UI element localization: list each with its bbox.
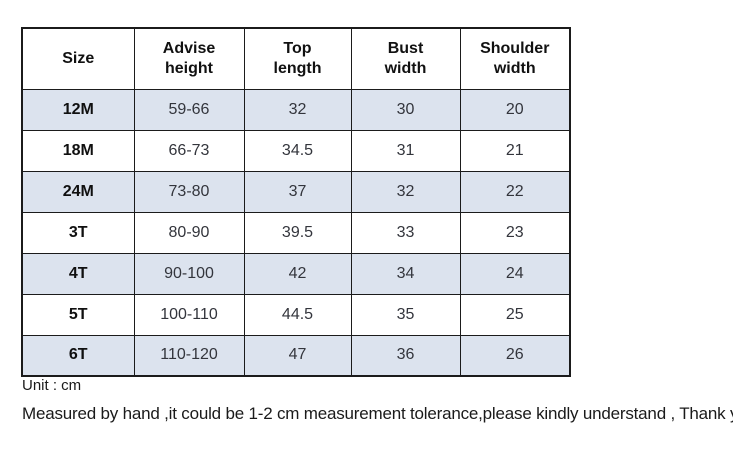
- top-length-value: 32: [243, 88, 352, 131]
- unit-label: Unit : cm: [22, 377, 82, 394]
- table-row: 4T 90-100 42 34 24: [21, 252, 571, 295]
- size-value: 3T: [21, 211, 135, 254]
- shoulder-width-value: 26: [459, 334, 571, 377]
- bust-width-value: 34: [350, 252, 461, 295]
- table-row: 24M 73-80 37 32 22: [21, 170, 571, 213]
- shoulder-width-value: 20: [459, 88, 571, 131]
- advise-height-value: 80-90: [133, 211, 245, 254]
- shoulder-width-value: 25: [459, 293, 571, 336]
- table-row: 18M 66-73 34.5 31 21: [21, 129, 571, 172]
- column-header-size: Size: [21, 27, 135, 90]
- column-header-top-length: Top length: [243, 27, 352, 90]
- advise-height-value: 59-66: [133, 88, 245, 131]
- shoulder-width-value: 21: [459, 129, 571, 172]
- shoulder-width-value: 22: [459, 170, 571, 213]
- advise-height-value: 66-73: [133, 129, 245, 172]
- top-length-value: 37: [243, 170, 352, 213]
- advise-height-value: 110-120: [133, 334, 245, 377]
- top-length-value: 47: [243, 334, 352, 377]
- tolerance-note: Measured by hand ,it could be 1-2 cm mea…: [22, 404, 733, 423]
- column-header-shoulder-width-label: Shoulder width: [480, 39, 550, 77]
- bust-width-value: 32: [350, 170, 461, 213]
- size-value: 12M: [21, 88, 135, 131]
- column-header-bust-width-label: Bust width: [384, 39, 427, 77]
- size-value: 18M: [21, 129, 135, 172]
- size-value: 24M: [21, 170, 135, 213]
- advise-height-value: 73-80: [133, 170, 245, 213]
- size-chart-table: Size Advise height Top length Bust width…: [21, 27, 571, 377]
- bust-width-value: 35: [350, 293, 461, 336]
- top-length-value: 44.5: [243, 293, 352, 336]
- size-value: 4T: [21, 252, 135, 295]
- shoulder-width-value: 24: [459, 252, 571, 295]
- column-header-bust-width: Bust width: [350, 27, 461, 90]
- bust-width-value: 30: [350, 88, 461, 131]
- size-value: 5T: [21, 293, 135, 336]
- size-value: 6T: [21, 334, 135, 377]
- table-row: 12M 59-66 32 30 20: [21, 88, 571, 131]
- bust-width-value: 33: [350, 211, 461, 254]
- table-row: 5T 100-110 44.5 35 25: [21, 293, 571, 336]
- column-header-size-label: Size: [62, 49, 95, 67]
- advise-height-value: 90-100: [133, 252, 245, 295]
- advise-height-value: 100-110: [133, 293, 245, 336]
- column-header-advise-height: Advise height: [133, 27, 245, 90]
- column-header-shoulder-width: Shoulder width: [459, 27, 571, 90]
- header-row: Size Advise height Top length Bust width…: [21, 27, 571, 90]
- bust-width-value: 31: [350, 129, 461, 172]
- top-length-value: 34.5: [243, 129, 352, 172]
- column-header-top-length-label: Top length: [273, 39, 322, 77]
- column-header-advise-height-label: Advise height: [162, 39, 216, 77]
- shoulder-width-value: 23: [459, 211, 571, 254]
- table-row: 3T 80-90 39.5 33 23: [21, 211, 571, 254]
- table-row: 6T 110-120 47 36 26: [21, 334, 571, 377]
- bust-width-value: 36: [350, 334, 461, 377]
- top-length-value: 39.5: [243, 211, 352, 254]
- top-length-value: 42: [243, 252, 352, 295]
